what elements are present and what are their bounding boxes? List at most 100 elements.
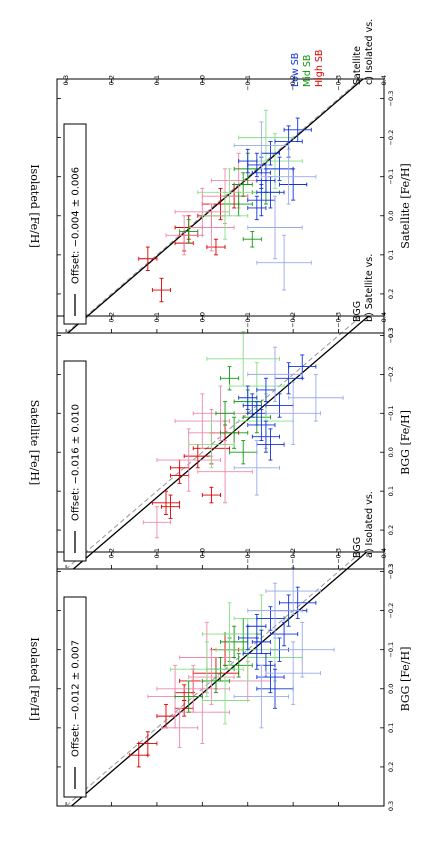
y-tick-label: −0.1 (244, 548, 252, 564)
x-tick-label: 0.2 (387, 525, 395, 535)
data-point (251, 420, 280, 453)
y-axis-label: Satellite [Fe/H] (28, 400, 41, 485)
x-tick-label: 0.1 (387, 250, 395, 260)
data-point (233, 664, 290, 729)
data-point (197, 168, 262, 217)
data-point (156, 428, 221, 492)
plot-area (65, 552, 368, 806)
x-axis-label: BGG [Fe/H] (399, 410, 412, 475)
data-point (247, 408, 276, 442)
x-tick-label: 0.3 (387, 564, 395, 574)
x-axis-label: BGG [Fe/H] (399, 647, 412, 712)
data-point (201, 191, 249, 240)
panel-label-line2: BGG (352, 537, 363, 558)
data-point (179, 219, 199, 244)
legend: Offset: −0.016 ± 0.010 (63, 360, 87, 562)
legend-label: Offset: −0.004 ± 0.006 (71, 167, 82, 284)
y-tick-label: 0.0 (198, 548, 206, 558)
data-point (247, 195, 267, 221)
data-point (256, 668, 294, 709)
legend-label: Offset: −0.012 ± 0.007 (71, 640, 82, 757)
data-point (161, 707, 199, 748)
y-tick-label: −0.2 (289, 75, 297, 91)
plot-frame (56, 315, 385, 570)
series-5 (233, 567, 335, 729)
data-point (247, 195, 303, 260)
group-label: Low SB (290, 53, 301, 87)
y-tick-label: −0.1 (244, 312, 252, 328)
x-axis-label: Satellite [Fe/H] (399, 163, 412, 248)
legend-box (63, 360, 87, 562)
data-point (256, 234, 312, 291)
x-tick-label: 0.3 (387, 801, 395, 811)
x-tick-label: −0.1 (387, 642, 395, 658)
one-to-one-line (65, 79, 363, 333)
data-point (279, 586, 317, 619)
offset-line (70, 552, 368, 806)
y-tick-label: 0.2 (108, 75, 116, 85)
y-axis-label: Isolated [Fe/H] (28, 637, 41, 721)
data-point (138, 246, 158, 271)
panel-a: −0.3−0.2−0.10.00.10.20.3−0.4−0.3−0.2−0.1… (28, 491, 412, 811)
one-to-one-line (65, 316, 363, 569)
data-point (170, 641, 244, 698)
data-point (256, 176, 285, 209)
data-point (247, 184, 276, 217)
plot-frame (56, 78, 385, 334)
data-point (233, 440, 280, 496)
data-point (260, 148, 317, 205)
data-point (238, 625, 258, 651)
y-tick-label: 0.1 (153, 75, 161, 85)
data-point (151, 277, 171, 303)
data-point (265, 641, 321, 705)
legend-box (63, 596, 87, 798)
y-tick-label: 0.2 (108, 312, 116, 322)
data-point (279, 168, 308, 201)
y-tick-label: 0.1 (153, 548, 161, 558)
data-point (256, 428, 285, 461)
x-tick-label: 0.0 (387, 684, 395, 694)
panel-label: b) Satellite vs. (364, 254, 375, 322)
data-point (215, 401, 235, 426)
data-point (161, 494, 181, 519)
data-point (188, 420, 235, 469)
x-tick-label: −0.3 (387, 564, 395, 580)
panel-label-line2: BGG (352, 301, 363, 322)
series-4 (238, 586, 317, 709)
group-label: Mid SB (302, 55, 313, 87)
data-point (265, 381, 321, 445)
data-point (238, 109, 294, 166)
data-point (201, 486, 221, 504)
data-point (238, 385, 258, 410)
data-point (174, 684, 194, 701)
x-tick-label: 0.1 (387, 723, 395, 733)
group-label: High SB (314, 50, 325, 87)
x-tick-label: −0.3 (387, 91, 395, 107)
data-point (256, 660, 285, 694)
x-tick-label: −0.1 (387, 405, 395, 421)
y-tick-label: 0.0 (198, 312, 206, 322)
series-0 (151, 420, 240, 519)
x-tick-label: 0.2 (387, 762, 395, 772)
y-tick-label: 0.1 (153, 312, 161, 322)
data-point (206, 238, 226, 256)
y-tick-label: 0.0 (198, 75, 206, 85)
y-tick-label: 0.3 (62, 75, 70, 85)
plot-area (65, 316, 370, 569)
x-tick-label: −0.2 (387, 603, 395, 619)
x-tick-label: −0.2 (387, 130, 395, 146)
data-point (283, 117, 312, 142)
y-tick-label: −0.4 (380, 75, 388, 91)
data-point (270, 621, 335, 678)
panel-b: −0.3−0.2−0.10.00.10.20.3−0.4−0.3−0.2−0.1… (28, 254, 412, 574)
data-point (197, 440, 253, 504)
series-3 (188, 331, 294, 469)
plot-frame (56, 551, 385, 807)
panel-c: −0.3−0.2−0.10.00.10.20.3−0.4−0.3−0.2−0.1… (28, 19, 412, 338)
panel-label: a) Isolated vs. (364, 491, 375, 558)
series-5 (233, 121, 317, 291)
panel-label: c) Isolated vs. (364, 19, 375, 85)
data-point (201, 602, 258, 666)
y-tick-label: −0.2 (289, 548, 297, 564)
series-2 (174, 617, 262, 713)
